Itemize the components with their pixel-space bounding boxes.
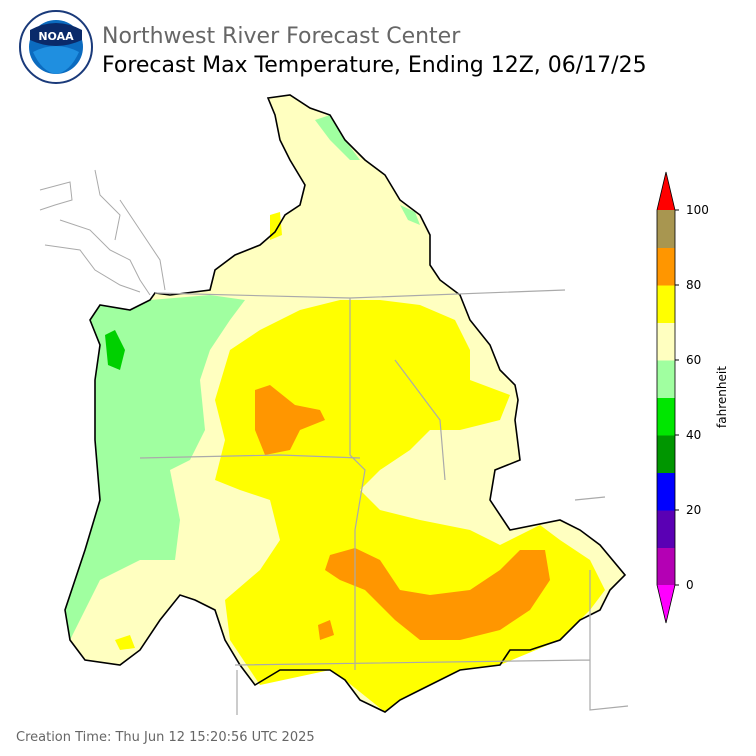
colorbar: 0 20 40 60 80 100 [656,171,709,624]
colorbar-tick-label: 20 [686,503,701,517]
colorbar-tick-label: 40 [686,428,701,442]
colorbar-bin [657,247,675,286]
colorbar-bin [657,472,675,511]
colorbar-tick-label: 100 [686,203,709,217]
colorbar-bin [657,322,675,361]
title: Northwest River Forecast Center [102,24,461,49]
subtitle: Forecast Max Temperature, Ending 12Z, 06… [102,53,647,78]
colorbar-bin [657,397,675,436]
colorbar-label: fahrenheit [715,366,729,428]
logo-text: NOAA [38,30,74,43]
colorbar-tick-label: 60 [686,353,701,367]
map [39,94,629,715]
colorbar-tick-label: 80 [686,278,701,292]
colorbar-under [657,585,675,623]
noaa-logo: NOAA [19,10,93,84]
colorbar-over [657,172,675,210]
colorbar-bin [657,435,675,473]
colorbar-bin [657,547,675,586]
colorbar-bin [657,210,675,248]
creation-time: Creation Time: Thu Jun 12 15:20:56 UTC 2… [16,730,315,745]
colorbar-bin [657,360,675,398]
colorbar-bin [657,510,675,548]
colorbar-tick-label: 0 [686,578,694,592]
colorbar-bin [657,285,675,323]
